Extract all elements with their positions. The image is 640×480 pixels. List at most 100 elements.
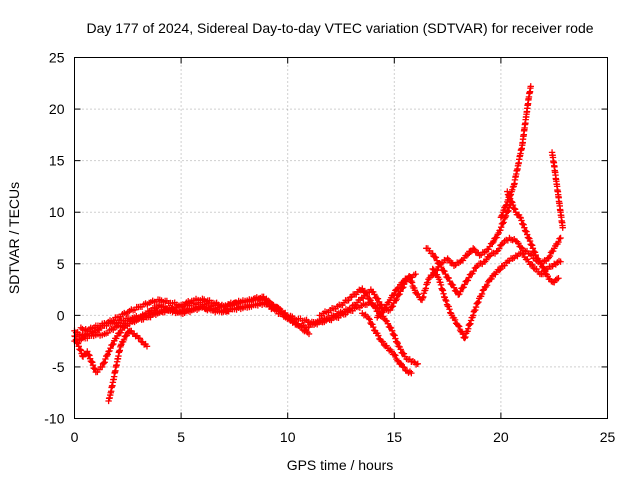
data-sample — [511, 205, 518, 212]
y-tick-label: 0 — [57, 307, 65, 323]
data-point — [521, 224, 528, 231]
data-sample — [89, 359, 96, 366]
data-point — [429, 250, 436, 257]
data-sample — [478, 290, 486, 298]
data-sample — [460, 284, 467, 291]
chart-title: Day 177 of 2024, Sidereal Day-to-day VTE… — [86, 20, 593, 36]
data-sample — [538, 263, 546, 270]
data-sample — [104, 351, 112, 358]
y-tick-label: -5 — [52, 359, 65, 375]
data-sample — [483, 282, 491, 289]
data-sample — [74, 339, 81, 346]
data-point — [263, 295, 270, 303]
data-point — [461, 334, 468, 342]
data-sample — [472, 306, 479, 314]
data-sample — [379, 338, 386, 345]
data-sample — [467, 320, 474, 327]
data-sample — [529, 261, 536, 269]
data-sample — [107, 344, 114, 352]
data-sample — [414, 291, 422, 298]
data-sample — [446, 306, 453, 313]
x-tick-label: 0 — [71, 429, 79, 445]
data-point — [467, 317, 475, 324]
plot-frame — [74, 57, 608, 419]
data-sample — [392, 352, 399, 359]
data-sample — [77, 347, 85, 354]
x-tick-label: 10 — [280, 429, 296, 445]
series-track-5 — [77, 295, 270, 335]
data-sample — [498, 212, 505, 220]
data-sample — [103, 352, 111, 360]
data-sample — [502, 202, 510, 209]
data-sample — [391, 290, 398, 298]
x-tick-label: 5 — [177, 429, 185, 445]
data-point — [474, 299, 481, 307]
data-sample — [493, 234, 500, 241]
data-sample — [432, 254, 440, 261]
data-sample — [499, 211, 506, 219]
data-point — [429, 265, 436, 273]
data-sample — [389, 303, 397, 310]
data-sample — [377, 310, 385, 318]
data-sample — [520, 221, 527, 228]
data-sample — [76, 346, 84, 353]
data-sample — [372, 304, 379, 312]
data-point — [84, 348, 91, 355]
data-sample — [430, 266, 437, 274]
x-tick-label: 20 — [493, 429, 509, 445]
data-sample — [485, 246, 492, 253]
data-sample — [499, 220, 506, 227]
data-point — [527, 83, 534, 90]
data-sample — [490, 238, 497, 246]
data-sample — [110, 340, 117, 348]
data-sample — [495, 245, 503, 252]
data-sample — [394, 340, 401, 347]
data-sample — [528, 242, 536, 249]
series-track-13 — [548, 149, 566, 231]
data-sample — [549, 247, 557, 255]
data-sample — [394, 357, 401, 364]
data-point — [442, 296, 449, 304]
y-tick-label: 20 — [49, 101, 65, 117]
data-sample — [532, 251, 539, 259]
data-sample — [393, 338, 401, 346]
data-sample — [445, 274, 452, 282]
x-tick-label: 15 — [387, 429, 403, 445]
data-sample — [517, 244, 525, 251]
data-sample — [397, 346, 404, 353]
data-point — [414, 360, 421, 368]
data-point — [408, 369, 415, 377]
data-sample — [370, 323, 377, 331]
data-point — [489, 239, 496, 247]
data-sample — [470, 267, 477, 275]
series-track-11 — [497, 83, 534, 221]
data-sample — [367, 297, 374, 304]
data-sample — [382, 304, 389, 312]
y-axis-title: SDTVAR / TECUs — [6, 182, 22, 294]
data-sample — [530, 247, 537, 255]
data-point — [388, 327, 396, 335]
data-sample — [464, 277, 472, 284]
data-sample — [505, 207, 512, 215]
data-sample — [401, 364, 408, 371]
data-sample — [497, 266, 504, 273]
series-track-6 — [316, 285, 421, 368]
series-track-10 — [429, 249, 564, 342]
data-point — [463, 252, 470, 259]
data-sample — [440, 267, 447, 274]
data-sample — [441, 268, 448, 275]
data-sample — [497, 223, 505, 231]
data-sample — [497, 226, 504, 234]
data-sample — [469, 312, 477, 319]
data-sample — [86, 352, 93, 359]
data-sample — [366, 295, 373, 303]
data-sample — [472, 303, 480, 311]
data-sample — [520, 250, 527, 258]
axis-ticks: 0 5 10 15 20 25 -10 -5 0 5 10 15 20 25 — [44, 50, 615, 446]
data-point — [391, 351, 398, 358]
data-sample — [387, 324, 395, 332]
data-sample — [120, 336, 128, 344]
data-sample — [391, 332, 398, 339]
data-sample — [366, 316, 373, 323]
data-sample — [518, 217, 525, 224]
